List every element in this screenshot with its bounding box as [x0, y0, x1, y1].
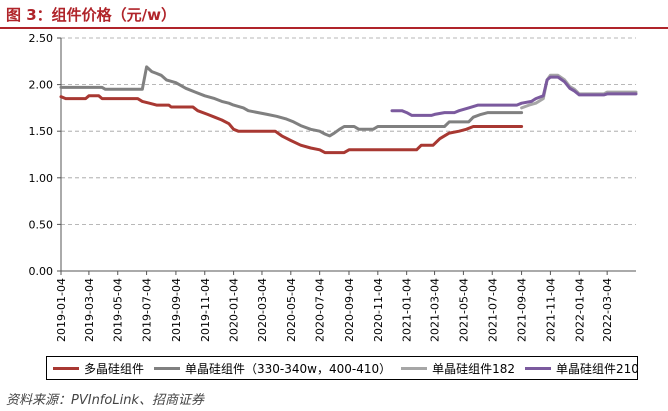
axes [60, 38, 636, 272]
series-line-0 [59, 94, 524, 155]
x-axis-ticks: 2019-01-04 2019-03-04 2019-05-04 2019-07-04… [55, 271, 614, 342]
y-tick-label: 2.50 [29, 32, 54, 45]
x-tick-label: 2021-03-04 [429, 278, 442, 342]
x-tick-label: 2020-11-04 [372, 278, 385, 342]
legend-item: 多晶硅组件 [53, 360, 144, 377]
legend-swatch [525, 366, 552, 370]
x-tick-label: 2021-11-04 [544, 278, 557, 342]
x-tick-label: 2019-07-04 [141, 278, 154, 342]
source-note: 资料来源：PVInfoLink、招商证券 [6, 393, 204, 408]
legend: 多晶硅组件 单晶硅组件（330-340w，400-410） 单晶硅组件182 单晶硅组… [46, 356, 639, 380]
series-line-1 [59, 65, 524, 138]
legend-label: 单晶硅组件182 [432, 361, 516, 376]
legend-label: 多晶硅组件 [84, 361, 145, 376]
x-tick-label: 2019-01-04 [55, 278, 68, 342]
x-tick-label: 2021-09-04 [516, 278, 529, 342]
y-tick-label: 1.00 [29, 172, 54, 185]
legend-item: 单晶硅组件（330-340w，400-410） [154, 360, 391, 377]
legend-swatch [401, 366, 428, 370]
legend-swatch [154, 366, 181, 370]
series-line-3 [390, 75, 638, 117]
x-tick-label: 2022-03-04 [601, 278, 614, 342]
y-tick-label: 0.00 [29, 265, 54, 278]
x-tick-label: 2020-07-04 [314, 278, 327, 342]
series-lines [59, 65, 638, 155]
y-tick-label: 0.50 [29, 218, 54, 231]
x-tick-label: 2020-03-04 [256, 278, 269, 342]
gridlines [61, 37, 636, 225]
x-tick-label: 2021-01-04 [401, 278, 414, 342]
series-line-2 [520, 73, 638, 110]
x-tick-label: 2020-05-04 [285, 278, 298, 342]
x-tick-label: 2021-05-04 [457, 278, 470, 342]
x-tick-label: 2020-09-04 [343, 278, 356, 342]
legend-label: 单晶硅组件210 [556, 361, 639, 376]
y-axis-ticks: 0.00 0.50 1.00 1.50 2.00 2.50 [29, 32, 61, 278]
title-divider [0, 27, 668, 29]
x-tick-label: 2019-05-04 [112, 278, 125, 342]
x-tick-label: 2020-01-04 [228, 278, 241, 342]
x-tick-label: 2019-09-04 [170, 278, 183, 342]
legend-item: 单晶硅组件210 [525, 360, 639, 377]
x-tick-label: 2022-01-04 [573, 278, 586, 342]
legend-label: 单晶硅组件（330-340w，400-410） [185, 361, 392, 376]
y-tick-label: 2.00 [29, 79, 54, 92]
x-tick-label: 2021-07-04 [486, 278, 499, 342]
x-tick-label: 2019-11-04 [199, 278, 212, 342]
y-tick-label: 1.50 [29, 125, 54, 138]
chart-title: 图 3：组件价格（元/w） [6, 6, 176, 24]
x-tick-label: 2019-03-04 [83, 278, 96, 342]
legend-swatch [53, 366, 79, 370]
legend-item: 单晶硅组件182 [401, 360, 515, 377]
